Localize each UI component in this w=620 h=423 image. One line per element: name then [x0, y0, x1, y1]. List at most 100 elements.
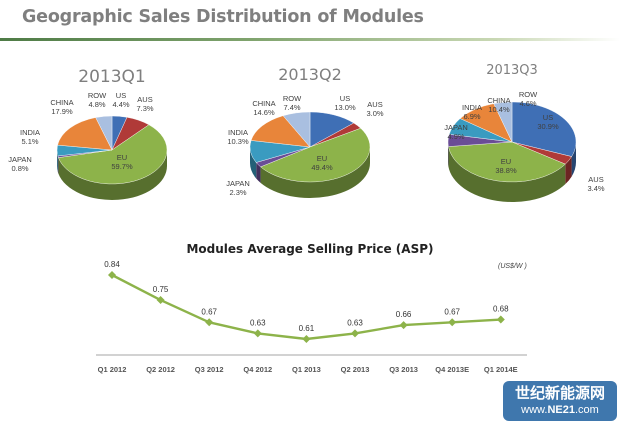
pie-slice-us	[511, 101, 577, 157]
asp-point-q2-2012	[156, 296, 165, 305]
pie-value-india: 6.9%	[463, 112, 480, 121]
pie-label-row: ROW	[519, 90, 538, 99]
asp-value-label: 0.67	[201, 307, 217, 316]
pie-label-china: CHINA	[252, 99, 275, 108]
pie-slice-row	[282, 111, 311, 148]
asp-point-q3-2013	[399, 321, 408, 330]
pie-label-japan: JAPAN	[8, 155, 32, 164]
pie-label-row: ROW	[88, 91, 107, 100]
asp-point-q4-2012	[253, 329, 262, 338]
x-tick-label: Q1 2012	[98, 365, 127, 374]
pie-slice-row	[493, 101, 513, 143]
asp-value-label: 0.61	[299, 324, 315, 333]
pie-value-row: 4.6%	[519, 99, 536, 108]
x-tick-label: Q3 2013	[389, 365, 418, 374]
asp-value-label: 0.66	[396, 310, 412, 319]
title-divider	[0, 38, 620, 41]
x-tick-label: Q4 2013E	[435, 365, 469, 374]
pie-charts: 2013Q1US4.4%AUS7.3%EU59.7%JAPAN0.8%INDIA…	[8, 63, 605, 202]
pie-side-india	[250, 147, 257, 179]
x-tick-label: Q2 2012	[146, 365, 175, 374]
pie-label-eu: EU	[317, 154, 327, 163]
pie-value-india: 10.3%	[227, 137, 249, 146]
pie-label-eu: EU	[117, 153, 127, 162]
pie-value-us: 13.0%	[334, 103, 356, 112]
asp-point-q1-2012	[108, 271, 116, 279]
watermark-logo: 世纪新能源网 www.NE21.com	[503, 381, 617, 421]
pie-label-eu: EU	[501, 157, 511, 166]
pie-label-aus: AUS	[588, 175, 603, 184]
watermark-url-suffix: .com	[574, 404, 599, 416]
pie-slice-eu	[260, 128, 371, 183]
x-tick-label: Q1 2013	[292, 365, 321, 374]
asp-point-q1-2013	[302, 335, 311, 343]
asp-point-q3-2012	[205, 318, 214, 327]
watermark-url: www.NE21.com	[503, 403, 617, 417]
asp-chart-title: Modules Average Selling Price (ASP)	[186, 242, 434, 256]
pie-value-row: 7.4%	[283, 103, 300, 112]
pie-label-india: INDIA	[20, 128, 40, 137]
asp-value-label: 0.84	[104, 260, 120, 269]
pie-label-us: US	[116, 91, 126, 100]
pie-label-japan: JAPAN	[226, 179, 250, 188]
pie-label-us: US	[340, 94, 350, 103]
asp-unit-label: (US$/W )	[498, 263, 527, 270]
pie-value-aus: 3.4%	[587, 184, 604, 193]
pie-value-aus: 7.3%	[136, 104, 153, 113]
asp-value-label: 0.68	[493, 305, 509, 314]
pie-value-eu: 59.7%	[111, 162, 133, 171]
pie-slice-eu	[448, 141, 566, 183]
pie-label-row: ROW	[283, 94, 302, 103]
pie-side-us	[571, 142, 576, 177]
pie-value-india: 5.1%	[21, 137, 38, 146]
page-title: Geographic Sales Distribution of Modules	[22, 7, 424, 27]
watermark-url-brand: NE21	[547, 404, 575, 416]
pie-value-row: 4.8%	[88, 100, 105, 109]
pie-side-eu	[58, 150, 167, 200]
pie-value-japan: 0.8%	[11, 164, 28, 173]
pie-value-aus: 3.0%	[366, 109, 383, 118]
asp-value-label: 0.63	[347, 318, 363, 327]
asp-point-q2-2013	[351, 329, 359, 338]
pie-value-eu: 38.8%	[495, 166, 517, 175]
pie-label-india: INDIA	[228, 128, 248, 137]
pie-title: 2013Q3	[486, 63, 538, 78]
pie-side-eu	[448, 146, 566, 202]
pie-value-japan: 2.3%	[229, 188, 246, 197]
pie-label-india: INDIA	[462, 103, 482, 112]
pie-label-japan: JAPAN	[444, 123, 468, 132]
asp-point-q4-2013e	[448, 318, 457, 327]
x-tick-label: Q1 2014E	[484, 365, 518, 374]
pie-value-china: 17.9%	[51, 107, 73, 116]
watermark-cn-text: 世纪新能源网	[514, 384, 605, 402]
pie-title: 2013Q2	[278, 65, 342, 84]
pie-side-japan	[57, 155, 59, 174]
pie-value-china: 10.4%	[488, 105, 510, 114]
pie-slice-eu	[58, 124, 168, 185]
x-tick-label: Q2 2013	[341, 365, 370, 374]
x-tick-label: Q3 2012	[195, 365, 224, 374]
pie-value-eu: 49.4%	[311, 163, 333, 172]
pie-label-us: US	[543, 113, 553, 122]
pie-slice-china	[57, 117, 113, 151]
asp-value-label: 0.75	[153, 285, 169, 294]
watermark-url-prefix: www.	[521, 404, 548, 416]
pie-label-aus: AUS	[367, 100, 382, 109]
asp-value-label: 0.63	[250, 318, 266, 327]
pie-label-aus: AUS	[137, 95, 152, 104]
pie-side-aus	[565, 156, 572, 185]
asp-value-label: 0.67	[444, 307, 460, 316]
pie-title: 2013Q1	[78, 67, 145, 87]
pie-value-us: 30.9%	[537, 122, 559, 131]
pie-label-china: CHINA	[50, 98, 73, 107]
pie-value-china: 14.6%	[253, 108, 275, 117]
pie-label-china: CHINA	[487, 96, 510, 105]
pie-slice-row	[95, 115, 113, 151]
pie-side-japan	[256, 162, 261, 183]
pie-side-eu	[260, 147, 370, 198]
pie-value-us: 4.4%	[112, 100, 129, 109]
